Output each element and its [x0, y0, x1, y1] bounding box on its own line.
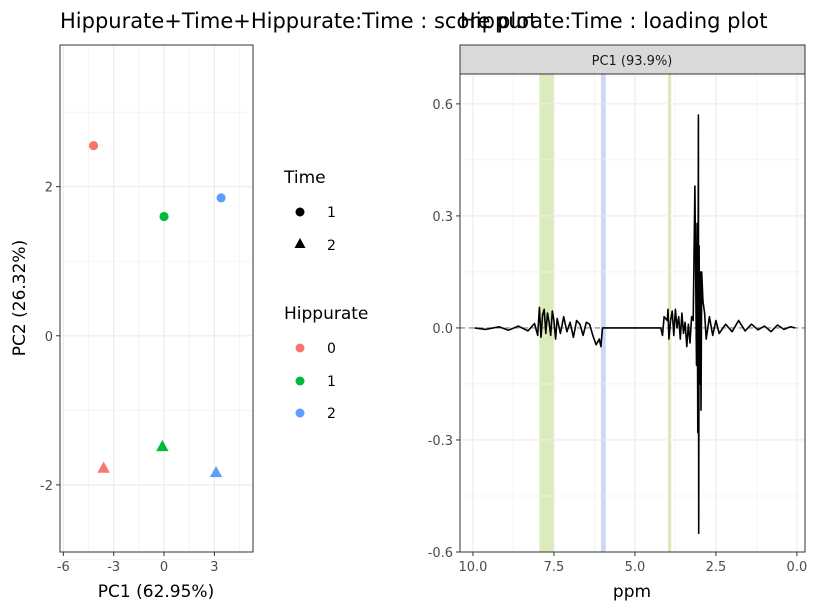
- score-point: [88, 141, 99, 151]
- facet-strip-label: PC1 (93.9%): [592, 54, 673, 69]
- x-tick-label: 0.0: [787, 560, 808, 575]
- loading-plot-border: [459, 73, 806, 553]
- legend-time-title: Time: [283, 168, 326, 188]
- legend-hippurate-label-2: 2: [327, 406, 336, 422]
- y-tick-label: 0.6: [432, 98, 453, 113]
- highlight-band: [667, 74, 672, 552]
- x-tick-label: 2.5: [706, 560, 727, 575]
- legend-hippurate: Hippurate 0 1 2: [284, 304, 368, 422]
- score-y-ticks: -2 0 2: [40, 181, 60, 494]
- x-tick-label: 10.0: [458, 560, 487, 575]
- legend-color-2-icon: [295, 408, 305, 418]
- y-tick-label: -0.3: [428, 434, 453, 449]
- loading-plot-panel: [460, 74, 805, 552]
- loading-plot-title: Hippurate:Time : loading plot: [460, 9, 767, 33]
- score-point: [97, 461, 110, 473]
- x-tick-label: -3: [107, 560, 120, 575]
- legend-time: Time 1 2: [283, 168, 336, 254]
- score-plot-panel: [60, 45, 253, 552]
- x-tick-label: -6: [57, 560, 70, 575]
- score-plot: Hippurate+Time+Hippurate:Time : score pl…: [10, 9, 537, 602]
- loading-plot: Hippurate:Time : loading plot PC1 (93.9%…: [428, 9, 808, 602]
- legend-hippurate-label-0: 0: [327, 341, 336, 357]
- x-tick-label: 5.0: [625, 560, 646, 575]
- loading-minor-grid: [460, 74, 805, 552]
- legend-color-1-icon: [295, 376, 305, 386]
- legend-time-label-1: 1: [327, 205, 336, 221]
- score-point: [156, 439, 169, 452]
- highlight-bands: [539, 74, 672, 552]
- legend-triangle-icon: [294, 238, 306, 248]
- legend-circle-icon: [295, 207, 305, 217]
- score-plot-border: [59, 44, 254, 553]
- legend-time-label-2: 2: [327, 238, 336, 254]
- loading-line: [474, 114, 796, 535]
- legend-hippurate-title: Hippurate: [284, 304, 368, 324]
- score-major-grid: [60, 45, 253, 552]
- score-plot-title: Hippurate+Time+Hippurate:Time : score pl…: [60, 9, 537, 33]
- y-tick-label: 2: [45, 181, 53, 196]
- score-x-ticks: -6 -3 0 3: [57, 552, 219, 575]
- x-tick-label: 7.5: [544, 560, 565, 575]
- score-x-axis-title: PC1 (62.95%): [98, 582, 214, 602]
- score-point: [209, 466, 223, 478]
- score-points: [88, 141, 226, 478]
- facet-strip: [459, 44, 806, 75]
- loading-x-ticks: 10.0 7.5 5.0 2.5 0.0: [458, 552, 807, 575]
- x-tick-label: 0: [160, 560, 168, 575]
- y-tick-label: 0.3: [432, 210, 453, 225]
- y-tick-label: 0: [45, 330, 53, 345]
- y-tick-label: 0.0: [432, 322, 453, 337]
- score-y-axis-title: PC2 (26.32%): [10, 240, 30, 356]
- legend-hippurate-label-1: 1: [327, 374, 336, 390]
- highlight-band: [600, 74, 606, 552]
- highlight-band: [539, 74, 554, 552]
- loading-x-axis-title: ppm: [613, 582, 651, 602]
- x-tick-label: 3: [210, 560, 218, 575]
- y-tick-label: -0.6: [428, 546, 453, 561]
- score-minor-grid: [60, 45, 253, 560]
- legend-color-0-icon: [295, 343, 305, 353]
- score-point: [159, 211, 169, 222]
- loading-y-ticks: -0.6 -0.3 0.0 0.3 0.6: [428, 98, 460, 561]
- score-point: [216, 193, 226, 203]
- y-tick-label: -2: [40, 479, 53, 494]
